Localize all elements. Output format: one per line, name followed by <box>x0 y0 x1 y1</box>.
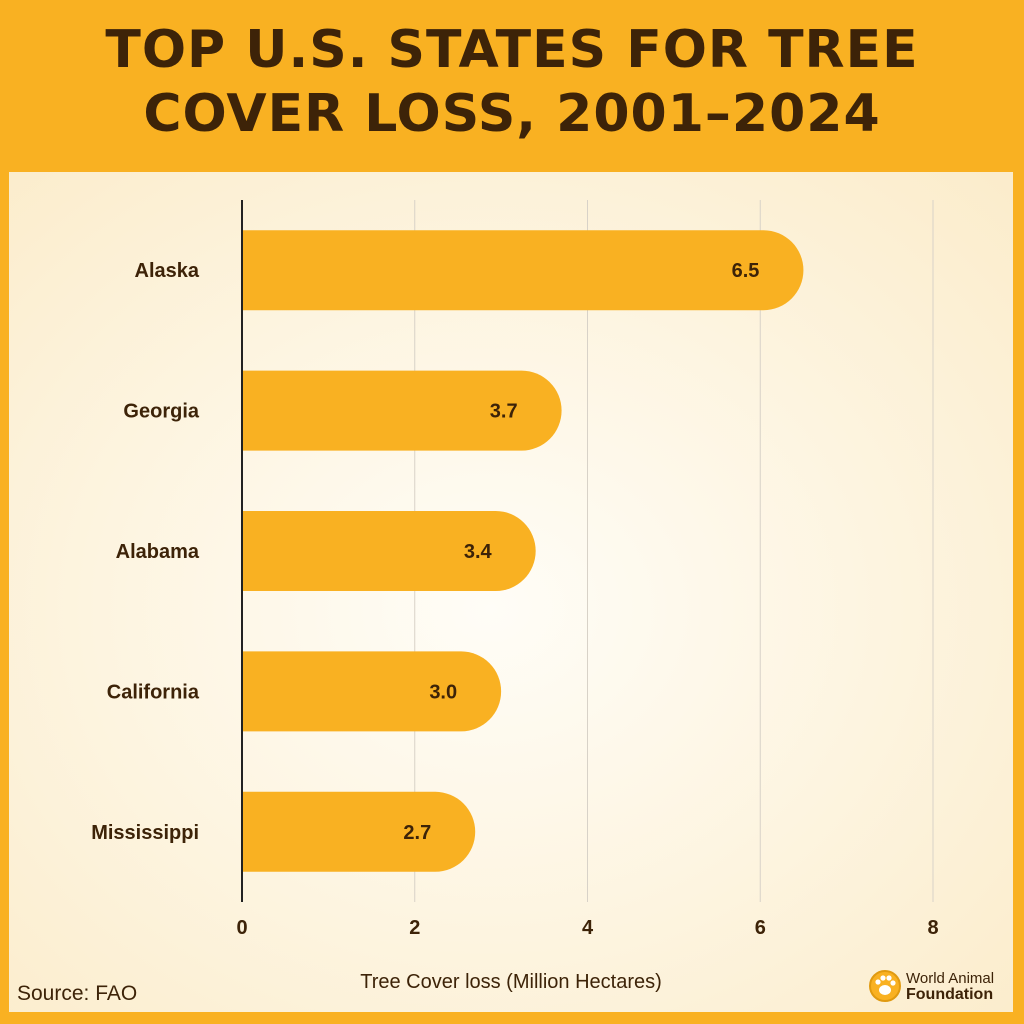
x-tick-label-2: 2 <box>409 917 420 939</box>
category-label-georgia: Georgia <box>123 401 199 423</box>
brand-logo: World Animal Foundation <box>868 964 1018 1008</box>
value-label-georgia: 3.7 <box>490 401 518 423</box>
bar-chart: Alaska 6.5 Georgia 3.7 Alabama 3.4 California 3… <box>9 172 1013 1012</box>
category-label-california: California <box>107 681 200 703</box>
x-axis-title: Tree Cover loss (Million Hectares) <box>360 971 662 993</box>
source-note: Source: FAO <box>17 982 137 1006</box>
logo-text-line2: Foundation <box>906 986 993 1004</box>
category-label-mississippi: Mississippi <box>91 822 199 844</box>
category-label-alabama: Alabama <box>116 541 200 563</box>
value-label-mississippi: 2.7 <box>403 822 431 844</box>
value-label-california: 3.0 <box>429 681 457 703</box>
x-tick-label-8: 8 <box>927 917 938 939</box>
paw-dog-logo-icon <box>868 967 902 1003</box>
category-label-alaska: Alaska <box>135 260 200 282</box>
x-tick-label-4: 4 <box>582 917 594 939</box>
chart-panel: Alaska 6.5 Georgia 3.7 Alabama 3.4 California 3… <box>9 172 1013 1012</box>
chart-title: TOP U.S. STATES FOR TREE COVER LOSS, 200… <box>0 18 1024 146</box>
bar-alaska <box>242 230 803 310</box>
x-tick-label-0: 0 <box>236 917 247 939</box>
value-label-alabama: 3.4 <box>464 541 493 563</box>
bar-mississippi <box>242 792 475 872</box>
logo-text-line1: World Animal <box>906 970 994 987</box>
x-tick-label-6: 6 <box>755 917 766 939</box>
bar-california <box>242 651 501 731</box>
value-label-alaska: 6.5 <box>732 260 760 282</box>
